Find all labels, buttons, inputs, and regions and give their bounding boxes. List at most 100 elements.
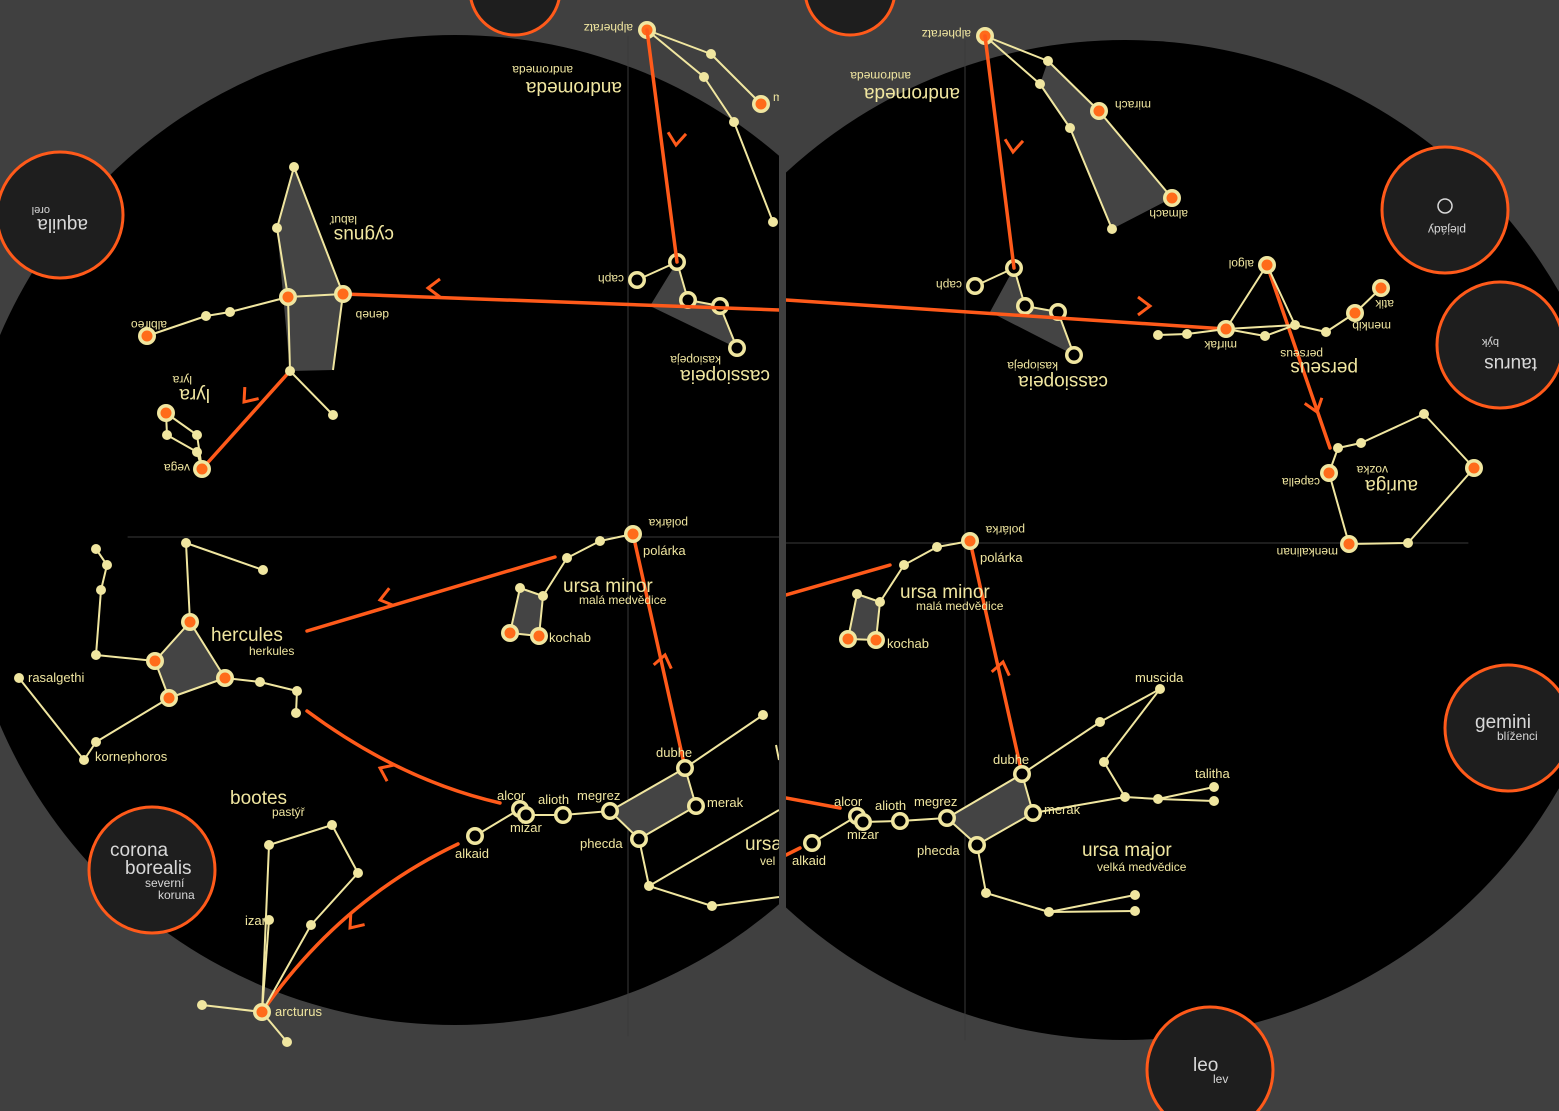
star-phecda-core [972,840,983,851]
star-dot [162,430,172,440]
label-deneb: deneb [355,308,389,322]
star-mizar-core [521,810,532,821]
star-cassiopeia-3-core [683,295,694,306]
label-polaris: polárka [643,543,686,558]
label-rasalgethi: rasalgethi [28,670,84,685]
star-dot [282,1037,292,1047]
badge-sub-aquila: orel [32,204,50,216]
star-dot [1356,438,1366,448]
label-mizar: mizar [510,820,542,835]
star-dot [1209,782,1219,792]
constellation-name-hercules: hercules [211,625,283,646]
star-dot [1209,796,1219,806]
star-dot [1035,79,1045,89]
star-kochab-core [871,635,882,646]
star-dot [1403,538,1413,548]
label-alkaid: alkaid [455,846,489,861]
star-megrez-core [605,806,616,817]
constellation-sub-auriga: vozka [1356,463,1388,477]
label-kochab: kochab [549,630,591,645]
badge-name-pleiades: plejády [1428,223,1466,237]
label-alkaid: alkaid [792,853,826,868]
star-dot [1321,327,1331,337]
star-dot [292,686,302,696]
star-dot [285,366,295,376]
badge-name-aquila: aquila [37,214,88,235]
star-merak-core [1028,808,1039,819]
star-dot [96,585,106,595]
star-dot [595,536,605,546]
star-dot [91,544,101,554]
star-cassiopeia-5-core [732,343,743,354]
star-deneb-core [338,289,349,300]
constellation-name-cassiopeia: cassiopeia [680,365,770,386]
label-menkalinan: menkalinan [1277,545,1338,559]
star-kochab-2-core [843,634,854,645]
label-alioth: alioth [538,792,569,807]
star-hercules-2-core [150,656,161,667]
star-dot [197,1000,207,1010]
star-dot [306,920,316,930]
star-dot [181,538,191,548]
star-dot [1099,757,1109,767]
star-dot [102,560,112,570]
constellation-name-auriga: auriga [1365,475,1418,496]
star-dot [515,583,525,593]
star-dot [1095,717,1105,727]
star-dot [699,72,709,82]
star-menkalinan-core [1344,539,1355,550]
star-dot [1120,792,1130,802]
label-merak: merak [1044,802,1081,817]
label-alcor: alcor [834,794,863,809]
star-dot [272,223,282,233]
star-lyra-core [161,408,172,419]
star-alioth-core [558,810,569,821]
constellation-sub-ursa-major-partial: vel [760,854,775,868]
star-phecda-core [634,834,645,845]
label-alioth: alioth [875,798,906,813]
star-dot [258,565,268,575]
constellation-sub-ursa-minor: malá medvědice [916,599,1004,613]
constellation-sub-cassiopeia: kasiopeja [670,353,721,367]
label-albireo: albireo [131,318,167,332]
star-dot [201,311,211,321]
star-dot [1260,331,1270,341]
star-polaris-core [628,529,639,540]
star-dot [758,710,768,720]
star-dot [1130,906,1140,916]
badge-sub-koruna: koruna [158,888,195,902]
constellation-sub-ursa-major: velká medvědice [1097,860,1187,874]
constellation-name-andromeda: andromeda [863,83,960,104]
label-mirfak: mirfak [1203,338,1237,352]
star-merak-core [691,801,702,812]
star-dot [899,560,909,570]
label-vega: vega [164,461,190,475]
label-merak: merak [707,795,744,810]
constellation-name-ursa-major: ursa major [1082,840,1172,861]
star-dot [192,430,202,440]
star-dot [14,673,24,683]
constellation-sub-bootes: pastýř [272,805,306,819]
star-dot [875,597,885,607]
star-dot [1107,224,1117,234]
star-dot [91,737,101,747]
constellation-sub-cygnus: labuť [329,213,357,227]
label-mirach: mirach [1115,98,1151,112]
constellation-sub-andromeda: andromeda [512,63,573,77]
star-capella-core [1324,468,1335,479]
label-caph: caph [598,272,624,286]
star-hercules-4-core [220,673,231,684]
star-dot [289,162,299,172]
badge-sub-taurus: býk [1481,336,1499,348]
constellation-sub-hercules: herkules [249,644,294,658]
constellation-sub-cassiopeia: kasiopeja [1007,359,1058,373]
star-dot [538,591,548,601]
label-almach: almach [1149,207,1188,221]
star-kochab-2-core [505,628,516,639]
star-caph-core [970,281,981,292]
star-menkib-core [1350,308,1361,319]
star-dot [91,650,101,660]
star-algol-core [1262,260,1273,271]
star-dot [328,410,338,420]
